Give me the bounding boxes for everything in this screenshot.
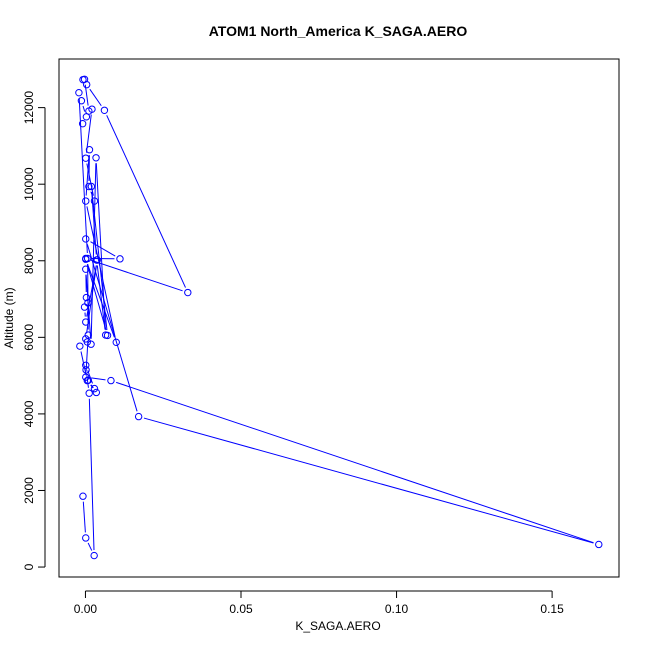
data-point xyxy=(82,361,90,369)
series-segment xyxy=(143,417,594,544)
data-point xyxy=(92,154,100,162)
data-point xyxy=(90,197,99,205)
series-layer xyxy=(75,75,603,560)
y-tick-label: 12000 xyxy=(22,91,36,125)
series-segment xyxy=(87,542,93,551)
data-point xyxy=(82,366,90,374)
data-point xyxy=(87,340,95,348)
data-point xyxy=(83,376,92,385)
data-point xyxy=(79,75,87,84)
x-tick-label: 0.15 xyxy=(540,602,564,616)
series-segment xyxy=(89,88,102,107)
data-point xyxy=(80,303,89,311)
y-axis-label: Altitude (m) xyxy=(2,287,16,348)
series-segment xyxy=(90,259,183,292)
data-point xyxy=(82,335,90,343)
x-tick-label: 0.10 xyxy=(385,602,409,616)
data-point xyxy=(92,256,101,264)
series-segment xyxy=(82,501,86,533)
data-point xyxy=(103,331,112,340)
y-tick-label: 0 xyxy=(22,563,36,570)
data-point xyxy=(184,288,192,297)
y-tick-label: 6000 xyxy=(22,324,36,351)
series-segment xyxy=(86,244,138,412)
chart-title: ATOM1 North_America K_SAGA.AERO xyxy=(209,23,468,39)
data-point xyxy=(85,389,93,397)
data-point xyxy=(84,331,92,339)
series-segment xyxy=(87,263,89,330)
data-point xyxy=(82,293,91,302)
series-segment xyxy=(86,264,107,331)
series-segment xyxy=(96,265,106,330)
data-point xyxy=(82,373,90,381)
data-point xyxy=(90,384,99,393)
series-segment xyxy=(90,191,93,197)
series-segment xyxy=(91,377,106,381)
series-segment xyxy=(86,206,116,338)
data-point xyxy=(82,318,90,326)
y-tick-label: 8000 xyxy=(22,247,36,274)
data-point xyxy=(82,534,90,542)
series-segment xyxy=(116,381,594,544)
y-tick-label: 2000 xyxy=(22,477,36,504)
y-tick-label: 4000 xyxy=(22,400,36,427)
x-tick-label: 0.00 xyxy=(74,602,98,616)
data-point xyxy=(82,154,90,162)
data-point xyxy=(82,265,90,273)
data-point xyxy=(90,551,98,560)
data-point xyxy=(82,113,91,121)
data-point xyxy=(82,80,91,89)
data-point xyxy=(76,342,84,350)
y-tick-label: 10000 xyxy=(22,167,36,201)
data-point xyxy=(82,197,90,205)
data-point xyxy=(85,146,94,154)
x-axis: 0.00 0.05 0.10 0.15 xyxy=(74,590,564,616)
data-point xyxy=(107,376,115,385)
data-point xyxy=(116,255,124,263)
data-point xyxy=(77,97,86,105)
data-point xyxy=(85,182,93,191)
x-axis-label: K_SAGA.AERO xyxy=(295,619,380,633)
series-segment xyxy=(86,163,94,196)
data-point xyxy=(78,120,87,128)
plot-frame xyxy=(58,58,620,578)
series-segment xyxy=(90,163,97,339)
y-axis: 0 2000 4000 6000 8000 10000 12000 xyxy=(22,91,46,570)
data-point xyxy=(83,254,92,263)
series-segment xyxy=(85,114,92,153)
series-segment xyxy=(87,264,115,338)
data-point xyxy=(100,106,109,115)
data-point xyxy=(112,338,120,347)
data-point xyxy=(82,235,90,243)
series-segment xyxy=(82,105,86,112)
series-segment xyxy=(106,115,186,288)
data-point xyxy=(92,388,101,397)
data-point xyxy=(595,540,603,549)
data-point xyxy=(75,88,83,97)
data-point xyxy=(87,182,96,191)
series-segment xyxy=(90,241,116,257)
data-point xyxy=(82,254,90,263)
series-segment xyxy=(78,98,88,254)
data-point xyxy=(134,412,143,421)
data-point xyxy=(79,492,87,500)
data-point xyxy=(84,299,92,307)
x-tick-label: 0.05 xyxy=(229,602,253,616)
series-segment xyxy=(88,398,95,551)
